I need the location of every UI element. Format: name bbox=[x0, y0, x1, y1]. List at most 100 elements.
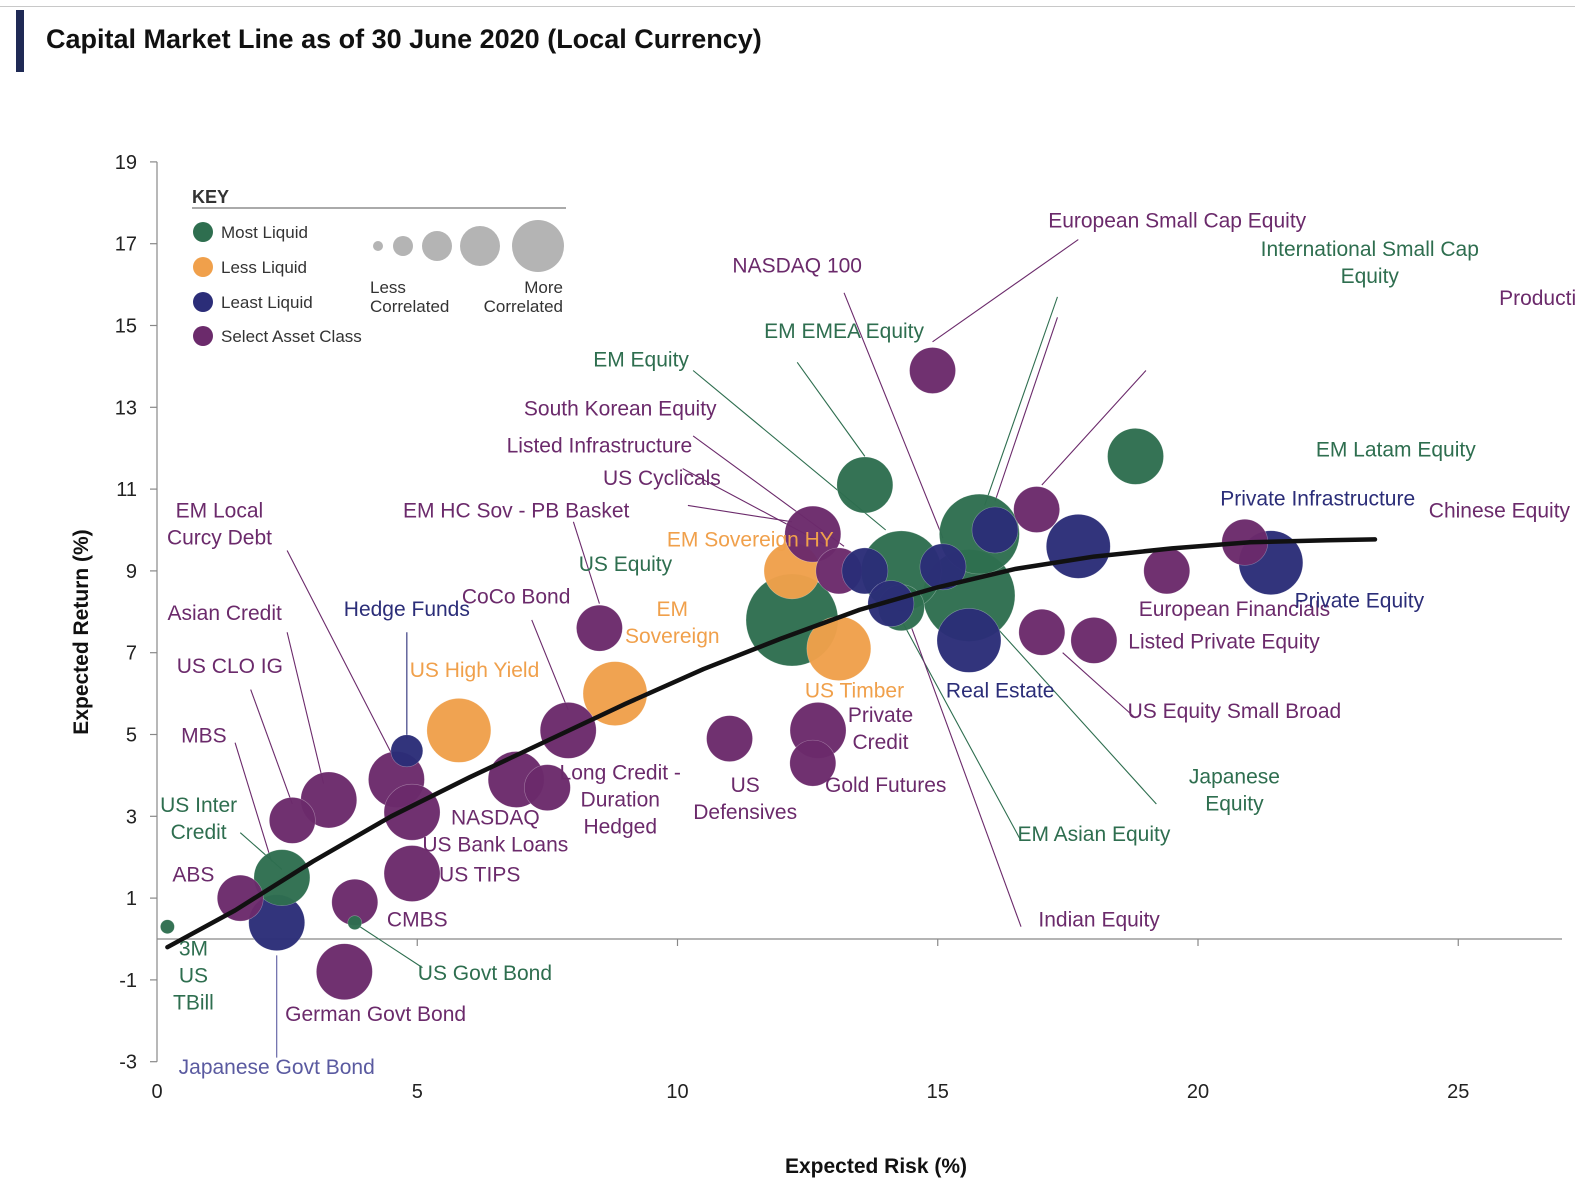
leader-line bbox=[1062, 652, 1136, 719]
x-tick-label: 5 bbox=[412, 1081, 423, 1103]
key-size-more-line2: Correlated bbox=[484, 297, 563, 316]
bubble-us-bank-loans bbox=[524, 764, 571, 811]
key-swatch-select-asset-class bbox=[193, 326, 213, 346]
x-tick-label: 20 bbox=[1187, 1081, 1209, 1103]
leader-line bbox=[796, 361, 866, 457]
label-3m-us-tbill: 3M US TBill bbox=[173, 937, 214, 1014]
leader-line bbox=[994, 317, 1058, 502]
bubble-em-hc-sov-pb-basket bbox=[576, 604, 623, 652]
leader-line bbox=[843, 292, 944, 539]
bubble-em-sovereign bbox=[582, 661, 648, 726]
label-coco-bond: CoCo Bond bbox=[462, 586, 571, 609]
x-axis-title: Expected Risk (%) bbox=[785, 1155, 967, 1178]
label-japanese-govt-bond: Japanese Govt Bond bbox=[179, 1056, 375, 1079]
label-mbs: MBS bbox=[181, 725, 227, 748]
bubble-us-equity-financials bbox=[1013, 486, 1060, 533]
bubble-german-govt-bond bbox=[316, 943, 373, 1001]
leader-line bbox=[911, 627, 1022, 927]
label-us-cyclicals: US Cyclicals bbox=[603, 467, 721, 490]
label-private-infrastructure: Private Infrastructure bbox=[1220, 487, 1415, 510]
leader-line bbox=[932, 239, 1079, 343]
bubble-european-small-cap-equity bbox=[909, 347, 956, 394]
bubble-nasdaq-100 bbox=[919, 543, 967, 591]
label-nasdaq-us-bank-loans: NASDAQ US Bank Loans bbox=[422, 806, 568, 856]
label-us-govt-bond: US Govt Bond bbox=[418, 962, 552, 985]
x-tick-label: 10 bbox=[666, 1081, 688, 1103]
x-tick-label: 0 bbox=[151, 1081, 162, 1103]
label-chinese-equity-a-shares: Chinese Equity (A Shares) bbox=[1429, 500, 1575, 523]
y-tick-label: 15 bbox=[115, 316, 137, 338]
bubble-us-defensives bbox=[706, 715, 753, 762]
key-swatch-most-liquid bbox=[193, 222, 213, 242]
bubble-gold-futures bbox=[789, 739, 837, 787]
key-label-select-asset-class: Select Asset Class bbox=[221, 327, 362, 346]
bubble-asian-credit bbox=[383, 783, 441, 841]
label-international-small-cap-equity: International Small Cap Equity bbox=[1261, 238, 1479, 288]
bubble-em-latam-equity bbox=[1107, 428, 1164, 485]
y-tick-label: 9 bbox=[126, 561, 137, 583]
key-size-circle-5 bbox=[512, 220, 564, 272]
top-rule bbox=[0, 6, 1575, 7]
label-em-hc-sov-pb-basket: EM HC Sov - PB Basket bbox=[403, 500, 630, 523]
key-size-circle-3 bbox=[422, 231, 452, 261]
label-us-defensives: US Defensives bbox=[693, 774, 797, 824]
key-size-less-line2: Correlated bbox=[370, 297, 449, 316]
key-size-circle-4 bbox=[460, 226, 500, 266]
label-us-equity: US Equity bbox=[579, 553, 673, 576]
y-tick-label: 11 bbox=[116, 479, 137, 501]
key-size-circle-2 bbox=[393, 236, 413, 256]
key-size-more-line1: More bbox=[524, 278, 563, 297]
label-em-equity: EM Equity bbox=[593, 348, 689, 371]
y-tick-label: 19 bbox=[115, 152, 137, 174]
label-german-govt-bond: German Govt Bond bbox=[285, 1003, 466, 1026]
key-label-most-liquid: Most Liquid bbox=[221, 223, 308, 242]
bubble-us-cyclicals bbox=[784, 505, 842, 563]
leader-line bbox=[900, 619, 1022, 842]
label-hedge-funds: Hedge Funds bbox=[344, 598, 470, 621]
label-em-sovereign: EM Sovereign bbox=[625, 598, 720, 648]
bubble-us-govt-bond bbox=[347, 915, 363, 930]
y-tick-label: -3 bbox=[119, 1052, 137, 1074]
label-us-inter-credit: US Inter Credit bbox=[160, 794, 237, 844]
label-productivity-basket: Productivity Basket bbox=[1499, 287, 1575, 310]
label-em-asian-equity: EM Asian Equity bbox=[1017, 823, 1170, 846]
leader-line bbox=[286, 632, 325, 784]
title-accent-bar bbox=[16, 10, 24, 72]
x-tick-label: 15 bbox=[927, 1081, 949, 1103]
label-listed-infrastructure: Listed Infrastructure bbox=[507, 434, 693, 457]
bubble-real-estate bbox=[936, 608, 1002, 673]
label-abs: ABS bbox=[172, 864, 214, 887]
label-indian-equity: Indian Equity bbox=[1038, 909, 1160, 932]
legend-key: KEY Most Liquid Less Liquid Least Liquid… bbox=[192, 187, 566, 346]
label-listed-private-equity: Listed Private Equity bbox=[1128, 631, 1320, 654]
label-long-credit-duration-hedged: Long Credit -Duration Hedged bbox=[560, 761, 681, 838]
label-nasdaq-100: NASDAQ 100 bbox=[732, 254, 862, 277]
label-em-latam-equity: EM Latam Equity bbox=[1316, 438, 1476, 461]
leader-line bbox=[984, 296, 1058, 506]
label-leader-lines bbox=[234, 239, 1157, 1058]
y-tick-label: 13 bbox=[115, 397, 137, 419]
label-gold-futures: Gold Futures bbox=[825, 774, 946, 797]
y-tick-label: 1 bbox=[126, 888, 137, 910]
key-label-least-liquid: Least Liquid bbox=[221, 293, 313, 312]
bubble-listed-private-equity bbox=[1070, 617, 1118, 664]
bubble-em-emea-equity bbox=[836, 456, 894, 514]
label-south-korean-equity: South Korean Equity bbox=[524, 397, 717, 420]
leader-line bbox=[234, 742, 273, 862]
label-em-emea-equity: EM EMEA Equity bbox=[764, 320, 924, 343]
label-us-clo-ig: US CLO IG bbox=[177, 655, 283, 678]
y-tick-label: 7 bbox=[126, 643, 137, 665]
bubble-european-financials bbox=[1143, 547, 1191, 595]
bubble-private-infrastructure bbox=[1045, 514, 1111, 579]
asset-labels: European Small Cap Equity International S… bbox=[160, 209, 1575, 1079]
leader-line bbox=[572, 521, 600, 604]
capital-market-line-curve bbox=[165, 537, 1378, 950]
label-real-estate: Real Estate bbox=[946, 680, 1055, 703]
label-em-sovereign-hy: EM Sovereign HY bbox=[667, 528, 834, 551]
y-tick-label: 17 bbox=[115, 234, 137, 256]
label-us-tips: US TIPS bbox=[439, 864, 520, 887]
bubble-us-tips bbox=[383, 845, 441, 902]
bubble-abs bbox=[216, 874, 264, 922]
